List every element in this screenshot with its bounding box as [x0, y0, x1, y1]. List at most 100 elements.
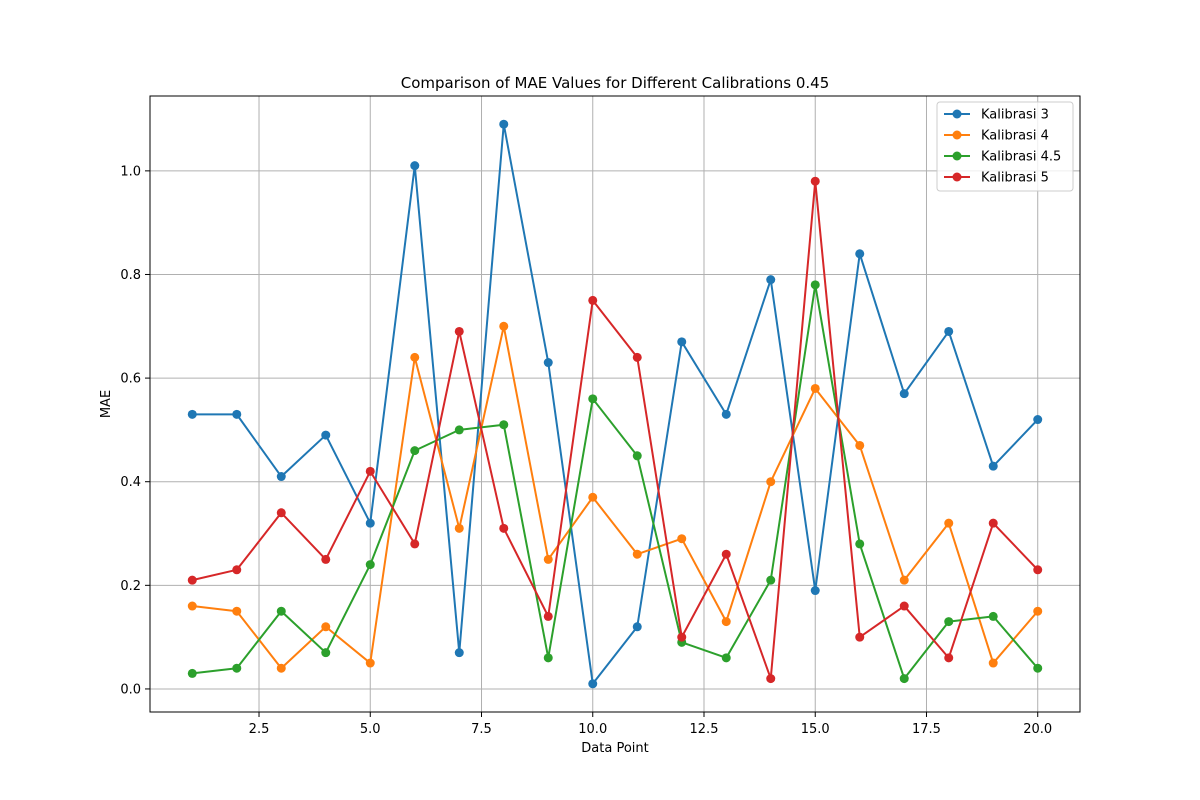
data-point: [677, 337, 687, 347]
data-point: [187, 409, 197, 419]
y-axis-label: MAE: [99, 390, 114, 418]
y-tick-label: 0.4: [120, 475, 141, 490]
data-point: [588, 295, 598, 305]
data-point: [944, 518, 954, 528]
x-tick-label: 12.5: [690, 722, 719, 737]
data-point: [632, 352, 642, 362]
data-point: [321, 622, 331, 632]
x-tick-label: 10.0: [578, 722, 607, 737]
data-point: [454, 523, 464, 533]
data-point: [721, 549, 731, 559]
data-point: [721, 617, 731, 627]
data-point: [499, 523, 509, 533]
data-point: [410, 161, 420, 171]
data-point: [988, 611, 998, 621]
data-point: [276, 606, 286, 616]
series-kalibrasi-5: [187, 176, 1043, 684]
data-point: [365, 658, 375, 668]
data-point: [454, 648, 464, 658]
data-point: [365, 560, 375, 570]
data-point: [988, 658, 998, 668]
data-point: [899, 674, 909, 684]
y-tick-label: 0.8: [120, 268, 141, 283]
data-point: [454, 425, 464, 435]
legend-label: Kalibrasi 5: [981, 171, 1049, 186]
legend-label: Kalibrasi 4: [981, 129, 1049, 144]
x-tick-label: 20.0: [1023, 722, 1052, 737]
data-point: [543, 554, 553, 564]
x-axis-label: Data Point: [581, 741, 648, 756]
legend-item: Kalibrasi 4.5: [944, 150, 1061, 165]
data-point: [588, 679, 598, 689]
data-point: [543, 611, 553, 621]
series-line-kalibrasi-3: [192, 123, 1039, 685]
data-point: [410, 352, 420, 362]
y-tick-label: 0.0: [120, 682, 141, 697]
data-point: [321, 648, 331, 658]
series-line-kalibrasi-4: [192, 325, 1039, 670]
legend-item: Kalibrasi 4: [944, 129, 1049, 144]
data-point: [944, 617, 954, 627]
data-point: [454, 326, 464, 336]
data-point: [810, 280, 820, 290]
data-point: [632, 622, 642, 632]
y-tick-label: 1.0: [120, 164, 141, 179]
data-point: [543, 358, 553, 368]
data-point: [187, 668, 197, 678]
data-point: [1033, 565, 1043, 575]
data-point: [766, 674, 776, 684]
data-point: [232, 409, 242, 419]
data-point: [855, 632, 865, 642]
data-point: [276, 663, 286, 673]
data-point: [988, 461, 998, 471]
data-point: [232, 565, 242, 575]
x-tick-label: 2.5: [249, 722, 270, 737]
data-point: [276, 472, 286, 482]
data-point: [899, 575, 909, 585]
series-line-kalibrasi-5: [192, 180, 1039, 680]
legend-marker-swatch: [952, 130, 962, 140]
data-point: [187, 575, 197, 585]
legend-item: Kalibrasi 5: [944, 171, 1049, 186]
data-point: [944, 326, 954, 336]
legend-marker-swatch: [952, 172, 962, 182]
legend: Kalibrasi 3 Kalibrasi 4 Kalibrasi 4.5 Kalib…: [936, 101, 1074, 192]
data-point: [721, 409, 731, 419]
data-point: [588, 492, 598, 502]
x-tick-label: 5.0: [360, 722, 381, 737]
data-point: [855, 440, 865, 450]
y-axis-ticks: 0.0 0.2 0.4 0.6 0.8 1.0: [120, 164, 150, 697]
legend-label: Kalibrasi 3: [981, 108, 1049, 123]
data-point: [232, 606, 242, 616]
data-point: [365, 518, 375, 528]
x-axis-ticks: 2.5 5.0 7.5 10.0 12.5 15.0 17.5 20.0: [249, 712, 1052, 737]
data-point: [944, 653, 954, 663]
data-point: [899, 389, 909, 399]
data-point: [677, 632, 687, 642]
plot-area-frame: [149, 95, 1081, 713]
legend-box: [936, 101, 1074, 192]
legend-marker-swatch: [952, 151, 962, 161]
data-point: [766, 575, 776, 585]
data-point: [677, 534, 687, 544]
data-point: [810, 586, 820, 596]
data-point: [499, 321, 509, 331]
series-layer: [187, 119, 1043, 689]
y-tick-label: 0.6: [120, 372, 141, 387]
data-point: [632, 549, 642, 559]
data-point: [855, 539, 865, 549]
data-point: [810, 176, 820, 186]
data-point: [410, 446, 420, 456]
y-tick-label: 0.2: [120, 579, 141, 594]
data-point: [543, 653, 553, 663]
series-kalibrasi-4: [187, 321, 1043, 673]
data-point: [499, 119, 509, 129]
data-point: [321, 554, 331, 564]
data-point: [1033, 663, 1043, 673]
data-point: [1033, 606, 1043, 616]
x-tick-label: 17.5: [912, 722, 941, 737]
data-point: [588, 394, 598, 404]
x-tick-label: 7.5: [471, 722, 492, 737]
data-point: [632, 451, 642, 461]
